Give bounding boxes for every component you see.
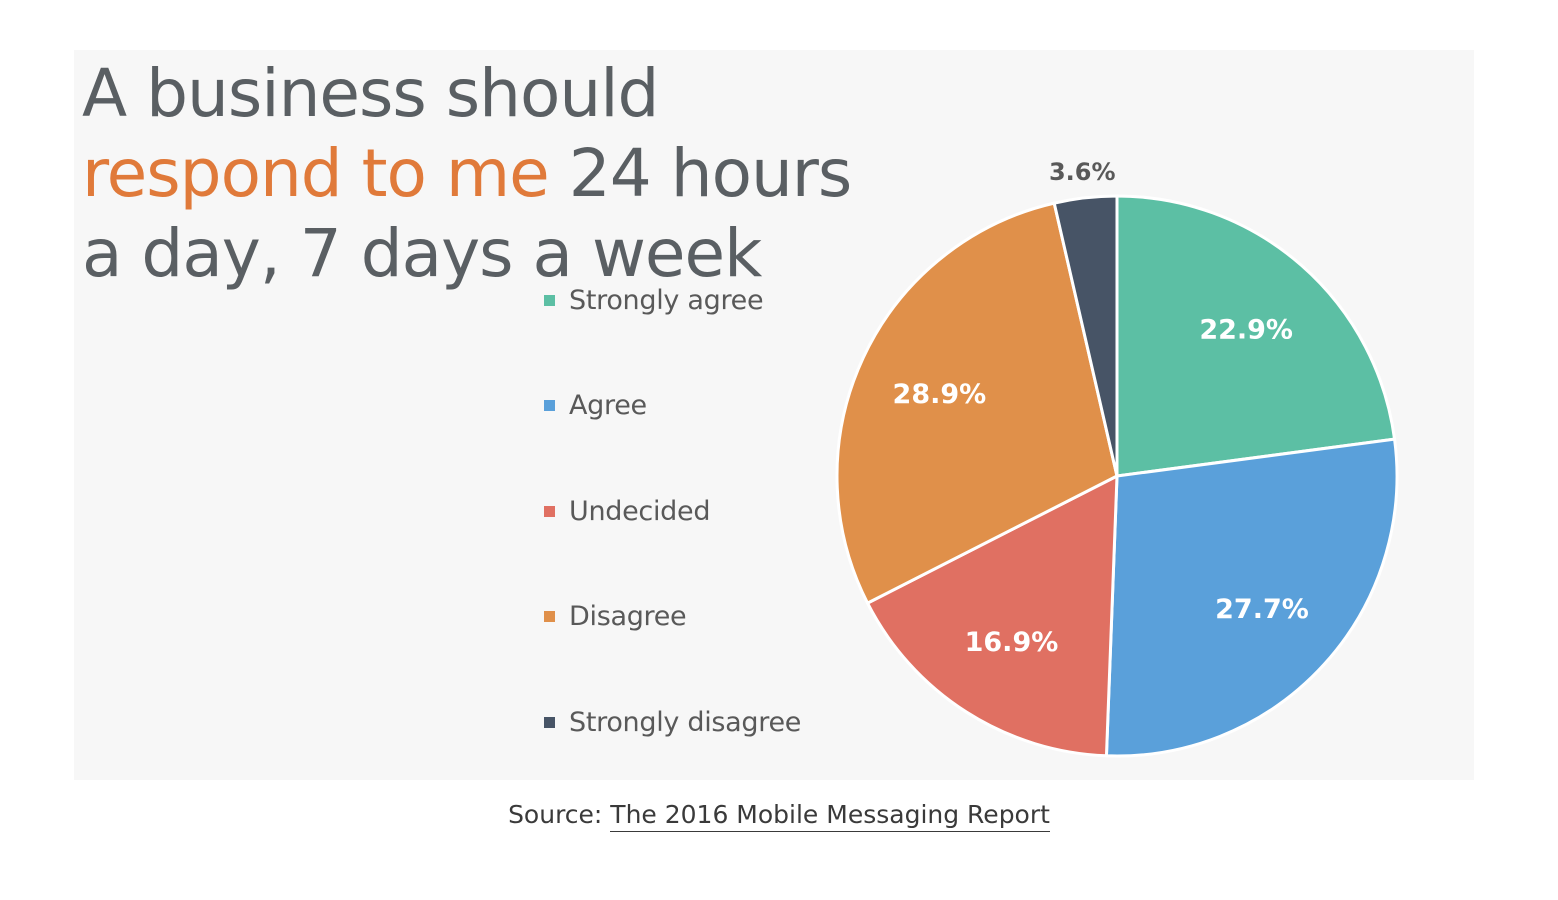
caption-prefix: Source: — [508, 800, 611, 829]
pie-chart: 22.9% 27.7% 16.9% 28.9% 3.6% — [835, 158, 1399, 758]
title-part-1: A business should — [82, 55, 659, 132]
pie-slice-strongly-disagree — [1052, 194, 1119, 478]
legend-swatch-strongly-disagree — [544, 716, 555, 728]
legend-item-disagree: Disagree — [544, 597, 687, 637]
legend-label-undecided: Undecided — [569, 495, 711, 527]
data-label-strongly-disagree: 3.6% — [1049, 158, 1116, 186]
legend-item-strongly-disagree: Strongly disagree — [544, 702, 801, 742]
title-part-2: 24 hours a day, 7 days a week — [82, 135, 852, 292]
pie-slice-agree — [1104, 437, 1399, 758]
legend-label-strongly-agree: Strongly agree — [569, 284, 764, 316]
legend-swatch-disagree — [544, 611, 555, 622]
data-label-disagree: 28.9% — [893, 379, 987, 410]
legend-label-disagree: Disagree — [569, 601, 687, 632]
chart-panel: A business should respond to me 24 hours… — [74, 50, 1474, 780]
legend-label-agree: Agree — [569, 390, 647, 421]
data-label-agree: 27.7% — [1215, 594, 1309, 625]
pie-slice-strongly-agree — [1115, 194, 1397, 478]
source-link[interactable]: The 2016 Mobile Messaging Report — [610, 800, 1050, 832]
legend-swatch-agree — [544, 400, 555, 411]
chart-title: A business should respond to me 24 hours… — [82, 54, 902, 294]
pie-slice-undecided — [866, 474, 1119, 758]
data-label-strongly-agree: 22.9% — [1199, 315, 1293, 346]
source-caption: Source: The 2016 Mobile Messaging Report — [0, 800, 1558, 832]
title-highlight: respond to me — [82, 135, 550, 212]
pie-slice-disagree — [835, 201, 1119, 605]
legend-swatch-strongly-agree — [544, 294, 555, 306]
legend-item-strongly-agree: Strongly agree — [544, 280, 764, 320]
legend-label-strongly-disagree: Strongly disagree — [569, 706, 802, 738]
legend-item-agree: Agree — [544, 386, 647, 426]
legend-item-undecided: Undecided — [544, 491, 710, 531]
legend-swatch-undecided — [544, 505, 555, 517]
data-label-undecided: 16.9% — [965, 627, 1059, 658]
